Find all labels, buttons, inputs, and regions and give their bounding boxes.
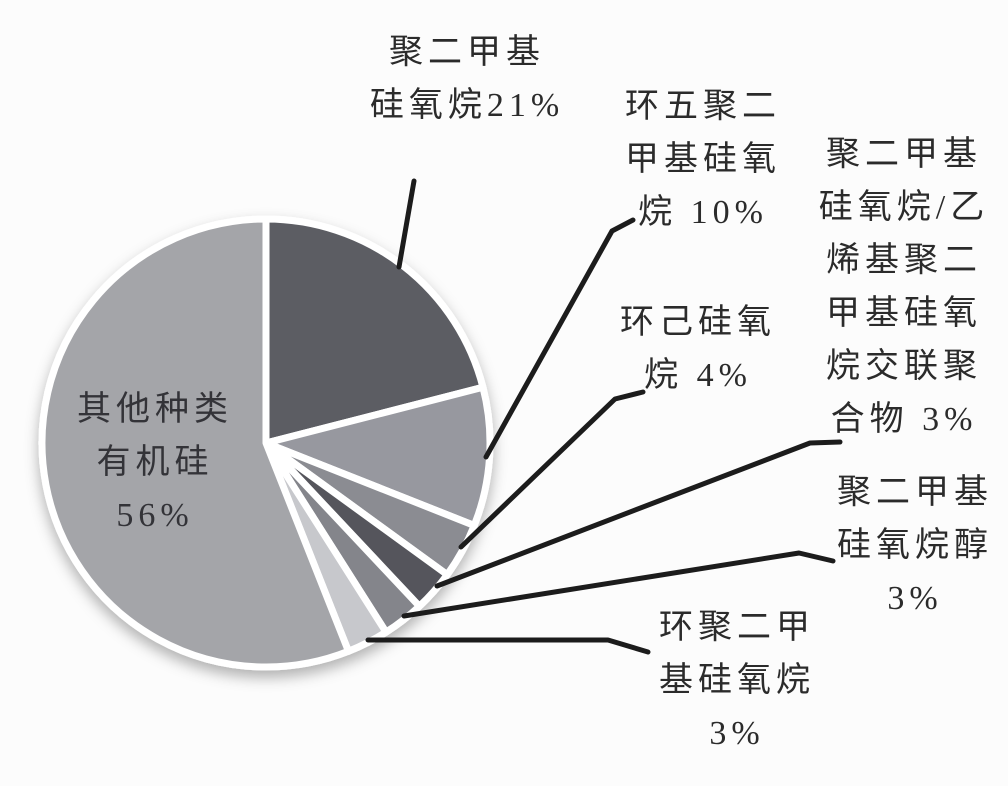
leader-line-dimethiconol-3	[401, 550, 836, 619]
slice-label-dimethiconol-3: 聚二甲基 硅氧烷醇 3%	[837, 474, 993, 617]
leader-line-cyclopenta-10	[483, 217, 636, 460]
leader-line-pdms-21	[396, 178, 417, 270]
leader-line-crosspolymer-3	[434, 439, 843, 589]
leader-lines-group	[365, 178, 843, 655]
leader-line-cyclohexa-4	[458, 389, 646, 550]
slice-label-cyclohexa-4: 环己硅氧 烷 4%	[620, 304, 776, 394]
slice-label-pdms-21: 聚二甲基 硅氧烷21%	[369, 34, 565, 124]
slice-label-cyclopenta-10: 环五聚二 甲基硅氧 烷 10%	[625, 88, 781, 231]
leader-line-cyclomethicone-3	[365, 637, 651, 655]
slice-label-crosspolymer-3: 聚二甲基 硅氧烷/乙 烯基聚二 甲基硅氧 烷交联聚 合物 3%	[818, 136, 990, 438]
pie-slice-6	[38, 215, 352, 671]
slice-label-cyclomethicone-3: 环聚二甲 基硅氧烷 3%	[659, 609, 815, 752]
slice-label-other-56: 其他种类 有机硅 56%	[77, 391, 233, 534]
pie-slice-1	[262, 383, 494, 529]
pie-slices-group	[38, 215, 494, 671]
pie-slice-0	[262, 215, 487, 447]
